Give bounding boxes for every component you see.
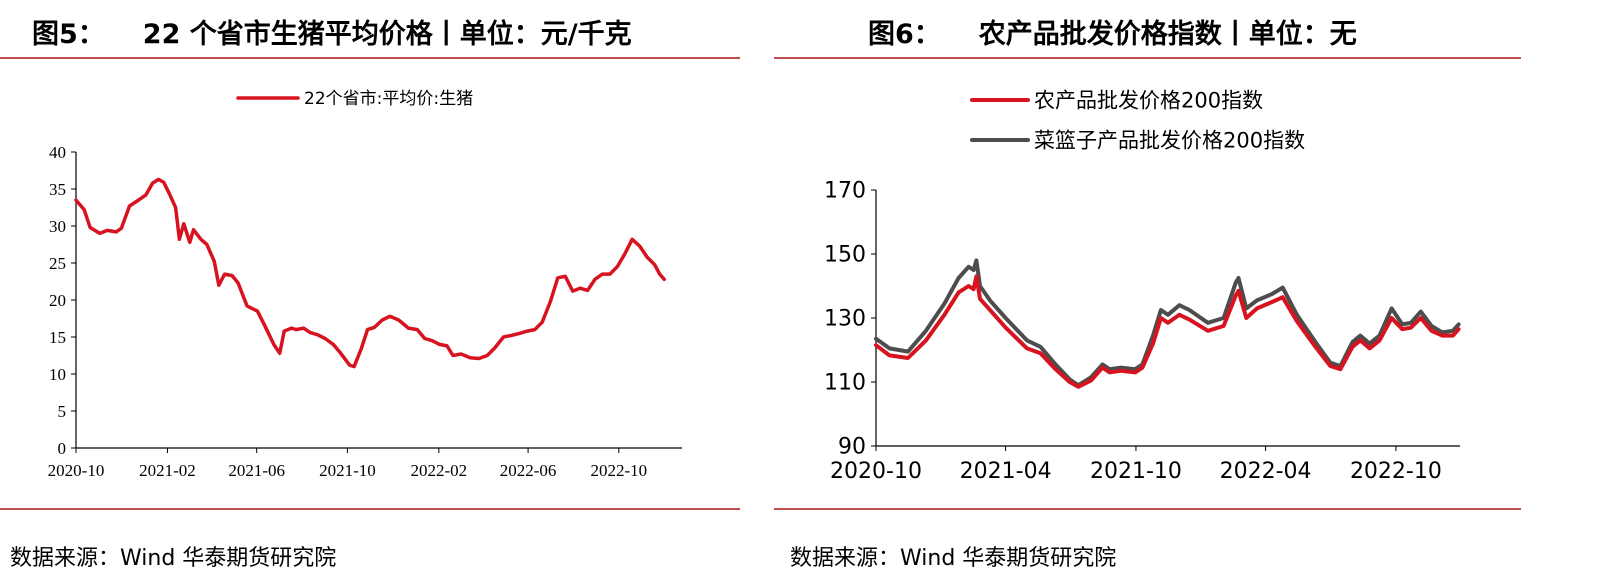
y-tick-label: 110 (824, 371, 866, 396)
x-tick-label: 2021-04 (960, 459, 1052, 484)
right-chart-panel: 图6： 农产品批发价格指数丨单位：无 90 110 130 150 170 2020-10 2… (774, 0, 1605, 571)
y-tick-label: 25 (49, 254, 66, 273)
x-tick-label: 2022-06 (500, 461, 557, 480)
left-chart-svg: 0 5 10 15 20 25 30 35 40 2020-10 2021-02 2021-06 202… (48, 89, 682, 480)
series-line-0 (74, 177, 666, 369)
right-figure-title: 图6： 农产品批发价格指数丨单位：无 (868, 12, 1357, 51)
y-tick-label: 170 (824, 179, 866, 204)
x-tick-label: 2020-10 (48, 461, 105, 480)
right-source-rule (774, 508, 1521, 510)
legend-label-1: 菜篮子产品批发价格200指数 (1034, 128, 1305, 152)
left-chart-panel: 图5： 22 个省市生猪平均价格丨单位：元/千克 0 5 10 15 20 25 30 35 40… (0, 0, 770, 571)
y-tick-label: 15 (49, 328, 66, 347)
y-tick-label: 35 (49, 180, 66, 199)
x-tick-label: 2022-10 (1350, 459, 1442, 484)
y-tick-label: 0 (58, 439, 67, 458)
left-figure-title: 图5： 22 个省市生猪平均价格丨单位：元/千克 (32, 12, 632, 51)
x-tick-label: 2021-10 (1090, 459, 1182, 484)
x-tick-label: 2021-10 (319, 461, 376, 480)
legend-label-0: 农产品批发价格200指数 (1034, 88, 1263, 112)
y-tick-label: 40 (49, 143, 66, 162)
y-tick-label: 30 (49, 217, 66, 236)
x-tick-label: 2022-04 (1220, 459, 1312, 484)
x-tick-label: 2022-02 (411, 461, 468, 480)
y-tick-label: 150 (824, 243, 866, 268)
y-tick-label: 130 (824, 307, 866, 332)
y-tick-label: 5 (58, 402, 67, 421)
y-tick-label: 10 (49, 365, 66, 384)
right-source-text: 数据来源：Wind 华泰期货研究院 (790, 546, 1117, 571)
left-figure-number: 图5： (32, 19, 105, 50)
x-tick-label: 2020-10 (830, 459, 922, 484)
left-title-text: 22 个省市生猪平均价格丨单位：元/千克 (142, 19, 632, 50)
left-source-text: 数据来源：Wind 华泰期货研究院 (10, 546, 337, 571)
y-tick-label: 90 (838, 435, 866, 460)
x-tick-label: 2021-02 (139, 461, 196, 480)
right-title-rule (774, 57, 1521, 59)
x-tick-label: 2021-06 (228, 461, 285, 480)
right-figure-number: 图6： (868, 19, 941, 50)
right-chart-svg: 90 110 130 150 170 2020-10 2021-04 2021-10 2022-… (824, 88, 1461, 484)
right-title-text: 农产品批发价格指数丨单位：无 (978, 19, 1357, 50)
legend-label-0: 22个省市:平均价:生猪 (304, 89, 473, 109)
left-source-rule (0, 508, 740, 510)
series-line-1 (874, 258, 1461, 388)
series-line-0 (874, 274, 1461, 389)
y-tick-label: 20 (49, 291, 66, 310)
x-tick-label: 2022-10 (590, 461, 647, 480)
left-title-rule (0, 57, 740, 59)
